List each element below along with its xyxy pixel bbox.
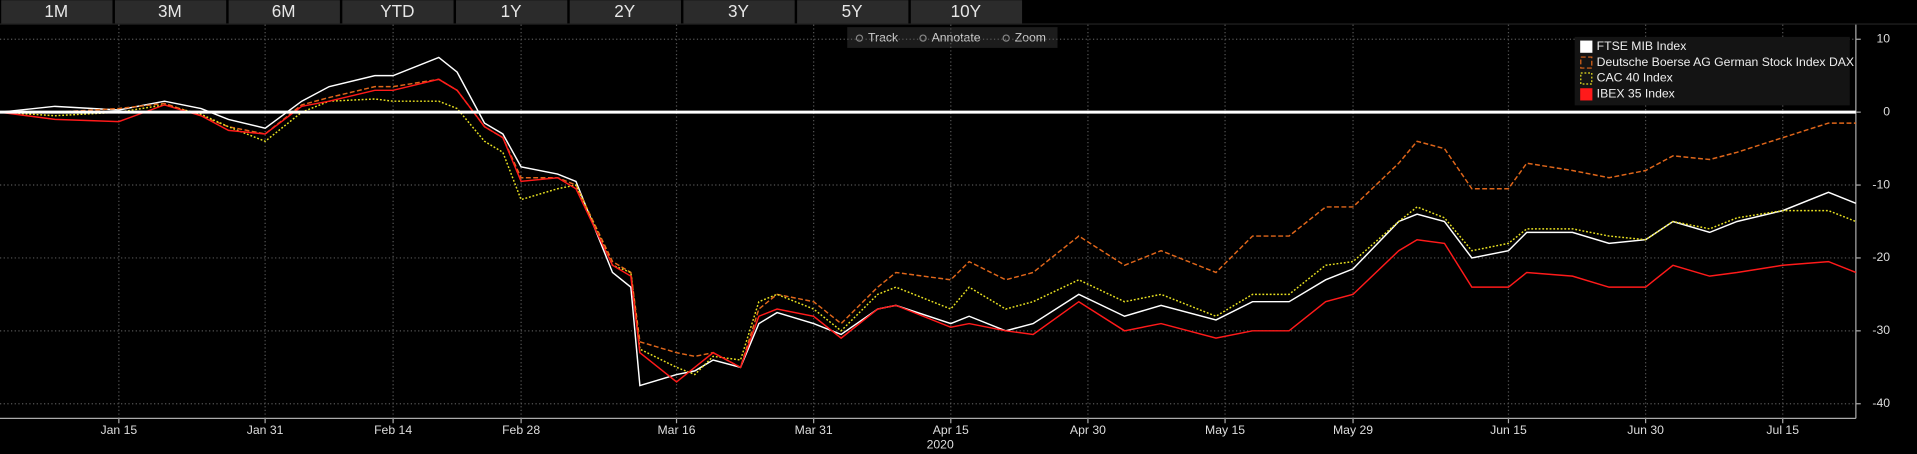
range-button-label[interactable]: 1Y [501, 2, 523, 21]
plot [0, 56, 1857, 387]
legend-swatch [1580, 56, 1593, 69]
x-tick-label: Jan 15 [101, 423, 138, 437]
tool-icon [1002, 34, 1010, 42]
legend: FTSE MIB Index Deutsche Boerse AG German … [1574, 36, 1854, 106]
x-axis-label: 2020 [927, 437, 954, 451]
x-tick-label: Feb 14 [374, 423, 412, 437]
x-tick-label: May 15 [1205, 423, 1245, 437]
y-tick-label: 10 [1877, 31, 1891, 45]
tool-button[interactable]: Annotate [932, 30, 981, 44]
range-button-label[interactable]: 1M [44, 2, 68, 21]
x-tick-label: Mar 31 [795, 423, 833, 437]
range-buttons: 1M 3M 6M YTD 1Y 2Y 3Y 5Y 10Y [0, 0, 1917, 25]
x-tick-label: Jun 30 [1627, 423, 1664, 437]
y-tick-label: -10 [1872, 177, 1890, 191]
series-line [0, 78, 1856, 369]
legend-label: FTSE MIB Index [1597, 39, 1687, 53]
range-button[interactable] [1, 0, 113, 24]
tool-button[interactable]: Zoom [1015, 30, 1046, 44]
legend-swatch [1580, 40, 1593, 53]
range-button[interactable] [342, 0, 454, 24]
legend-bg [1574, 36, 1850, 106]
legend-label: Deutsche Boerse AG German Stock Index DA… [1597, 55, 1854, 69]
series-line [0, 56, 1857, 387]
range-button[interactable] [228, 0, 340, 24]
range-button-label[interactable]: 3Y [728, 2, 750, 21]
range-button-label[interactable]: YTD [380, 2, 414, 21]
series-line [0, 98, 1857, 376]
range-button[interactable] [797, 0, 909, 24]
toolbar-bg [0, 23, 1917, 25]
range-button-label[interactable]: 6M [272, 2, 296, 21]
x-tick-label: May 29 [1333, 423, 1373, 437]
x-tick-label: Jun 15 [1490, 423, 1527, 437]
series-line [0, 78, 1857, 383]
y-tick-label: -40 [1872, 396, 1890, 410]
tool-button[interactable]: Track [868, 30, 899, 44]
x-tick-label: Apr 30 [1070, 423, 1106, 437]
range-button-label[interactable]: 5Y [842, 2, 864, 21]
toolbar-bg [847, 27, 1058, 48]
tool-icon [919, 34, 927, 42]
x-tick-label: Jan 31 [247, 423, 284, 437]
range-button-label[interactable]: 3M [158, 2, 182, 21]
range-button[interactable] [910, 0, 1023, 24]
x-tick-label: Jul 15 [1766, 423, 1799, 437]
legend-label: CAC 40 Index [1597, 71, 1673, 85]
range-button-label[interactable]: 10Y [951, 2, 982, 21]
tool-icon [855, 34, 864, 42]
y-tick-label: -30 [1872, 323, 1890, 337]
range-button[interactable] [569, 0, 681, 24]
legend-label: IBEX 35 Index [1597, 87, 1675, 101]
legend-swatch [1580, 88, 1593, 101]
x-tick-label: Mar 16 [658, 423, 696, 437]
legend-swatch [1580, 72, 1593, 85]
range-button[interactable] [114, 0, 227, 24]
x-tick-label: Apr 15 [933, 423, 969, 437]
x-tick-label: Feb 28 [502, 423, 540, 437]
range-button[interactable] [683, 0, 795, 24]
y-tick-label: -20 [1872, 250, 1890, 264]
range-button-label[interactable]: 2Y [614, 2, 636, 21]
y-tick-label: 0 [1883, 104, 1890, 118]
range-button[interactable] [456, 0, 568, 24]
toolbar: Track Annotate Zoom [847, 27, 1058, 48]
